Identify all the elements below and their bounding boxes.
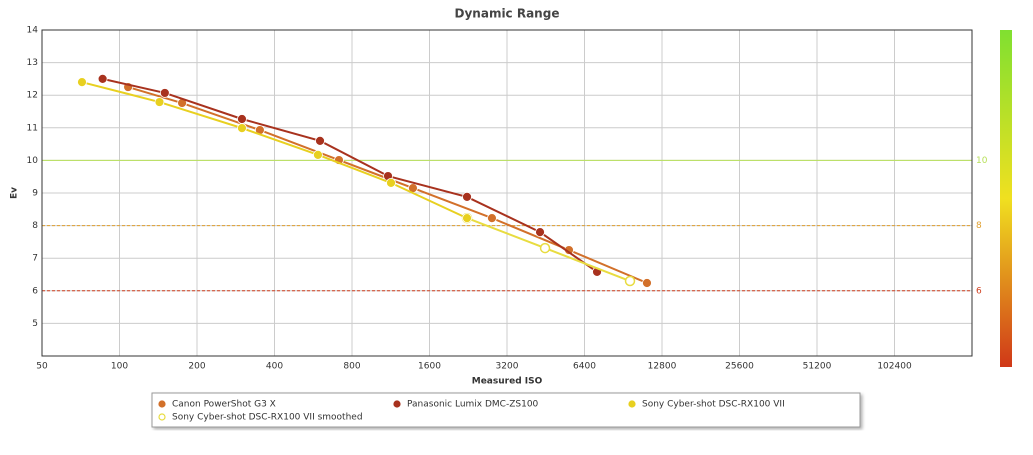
data-point — [462, 192, 472, 202]
data-point — [154, 97, 165, 107]
data-point — [386, 177, 396, 188]
x-tick-label: 100 — [111, 362, 128, 372]
plot-border — [41, 29, 973, 357]
x-tick-label: 400 — [266, 362, 283, 372]
x-axis-label: Measured ISO — [472, 377, 543, 387]
x-tick-label: 800 — [343, 362, 360, 372]
data-point — [462, 213, 472, 224]
y-tick-label: 14 — [27, 26, 39, 36]
data-point — [159, 88, 170, 98]
y-tick-label: 8 — [32, 221, 38, 231]
legend-marker — [158, 413, 166, 421]
y-tick-label: 13 — [27, 58, 38, 68]
data-point — [237, 114, 247, 124]
x-tick-label: 50 — [36, 362, 48, 372]
x-tick-label: 200 — [188, 362, 205, 372]
data-point — [487, 213, 497, 224]
data-point — [77, 77, 87, 88]
chart-title: Dynamic Range — [455, 7, 560, 21]
legend-label: Canon PowerShot G3 X — [172, 400, 276, 410]
legend-label: Sony Cyber-shot DSC-RX100 VII smoothed — [172, 413, 363, 423]
data-point — [539, 242, 551, 254]
data-point — [237, 123, 247, 134]
y-tick-label: 11 — [27, 123, 38, 133]
x-tick-label: 6400 — [573, 362, 596, 372]
series-line — [81, 81, 468, 220]
data-point — [535, 227, 545, 238]
x-tick-label: 3200 — [496, 362, 519, 372]
series-line — [102, 77, 598, 273]
y-tick-label: 7 — [32, 254, 38, 264]
y-tick-label: 10 — [27, 156, 39, 166]
series-line — [127, 86, 648, 284]
data-point — [642, 278, 652, 288]
data-point — [97, 74, 108, 84]
legend-label: Panasonic Lumix DMC-ZS100 — [407, 400, 539, 410]
data-point — [315, 135, 325, 146]
y-tick-label: 5 — [32, 319, 38, 329]
reference-label: 8 — [976, 221, 982, 231]
legend-marker — [158, 400, 166, 408]
x-tick-label: 12800 — [648, 362, 677, 372]
legend-marker — [628, 400, 636, 408]
x-tick-label: 51200 — [803, 362, 832, 372]
data-point — [313, 149, 323, 160]
x-tick-label: 1600 — [418, 362, 441, 372]
legend-label: Sony Cyber-shot DSC-RX100 VII — [642, 400, 785, 410]
x-tick-label: 102400 — [877, 362, 912, 372]
y-tick-label: 9 — [32, 189, 38, 199]
y-tick-label: 6 — [32, 286, 38, 296]
data-point — [624, 275, 636, 287]
y-axis-label: Ev — [10, 187, 20, 199]
x-tick-label: 25600 — [725, 362, 754, 372]
color-scale — [1000, 30, 1012, 367]
legend — [151, 392, 861, 428]
y-tick-label: 12 — [27, 91, 38, 101]
reference-label: 10 — [976, 156, 988, 166]
legend-marker — [393, 400, 401, 408]
reference-label: 6 — [976, 286, 982, 296]
